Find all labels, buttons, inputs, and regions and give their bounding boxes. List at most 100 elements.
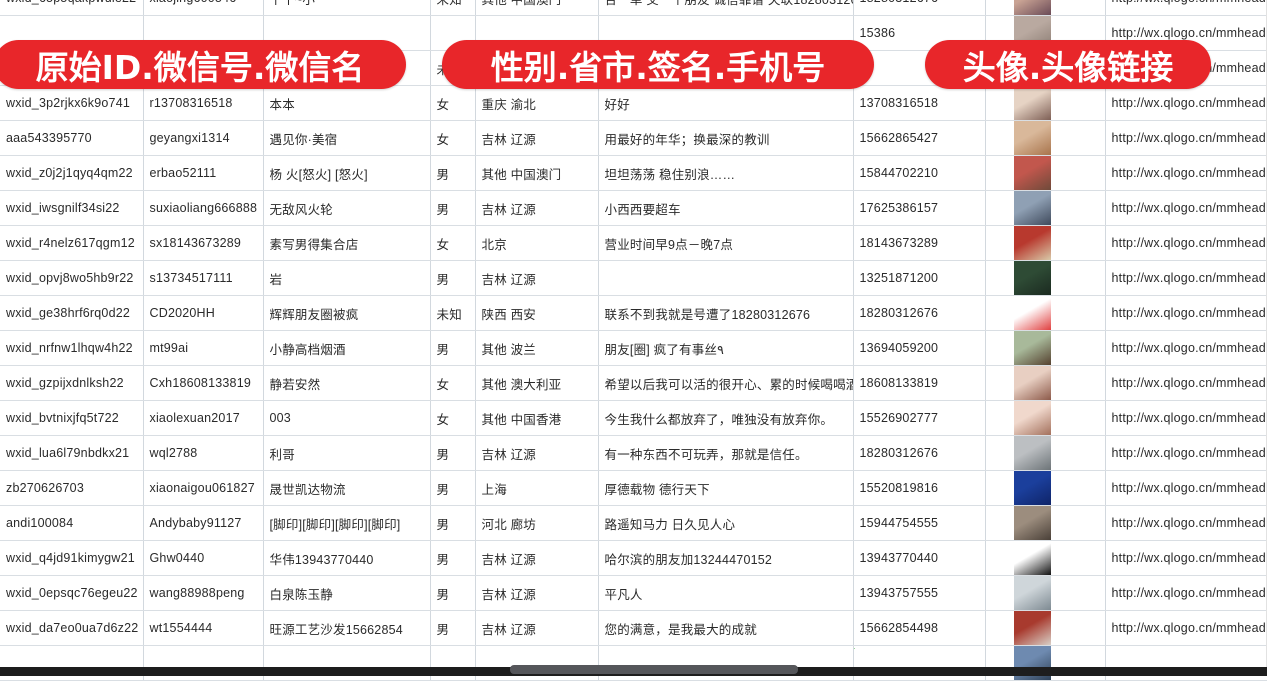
cell-gender[interactable]: 男	[430, 610, 476, 646]
cell-wechat_name[interactable]: 丫丫~小	[263, 0, 431, 16]
cell-phone[interactable]: 18280312676	[853, 435, 986, 471]
cell-phone[interactable]: 13708316518	[853, 85, 986, 121]
cell-wechat_id[interactable]: sx18143673289	[143, 225, 264, 261]
cell-avatar[interactable]	[985, 435, 1106, 471]
cell-region[interactable]: 吉林 辽源	[475, 610, 599, 646]
cell-phone[interactable]: 18608133819	[853, 365, 986, 401]
cell-region[interactable]: 吉林 辽源	[475, 260, 599, 296]
cell-wechat_id[interactable]: r13708316518	[143, 85, 264, 121]
cell-signature[interactable]	[598, 260, 854, 296]
cell-wechat_name[interactable]: 旺源工艺沙发15662854	[263, 610, 431, 646]
cell-region[interactable]: 陕西 西安	[475, 295, 599, 331]
horizontal-scrollbar-track[interactable]	[0, 665, 1267, 676]
cell-gender[interactable]: 女	[430, 85, 476, 121]
table-row[interactable]: zb270626703 xiaonaigou061827 晟世凯达物流男上海 厚德载物…	[0, 470, 1267, 506]
table-row[interactable]: andi100084 Andybaby91127 [脚印][脚印][脚印][脚印] 男…	[0, 505, 1267, 541]
cell-avatar-url[interactable]: http://wx.qlogo.cn/mmhead	[1105, 190, 1267, 226]
cell-wechat_id[interactable]: geyangxi1314	[143, 120, 264, 156]
cell-original_id[interactable]: wxid_bvtnixjfq5t722	[0, 400, 144, 436]
cell-gender[interactable]: 女	[430, 120, 476, 156]
table-row[interactable]: wxid_ge38hrf6rq0d22 CD2020HH 辉辉朋友圈被疯 未知 陕西 西…	[0, 295, 1267, 331]
cell-phone[interactable]: 15662865427	[853, 120, 986, 156]
cell-phone[interactable]: 13694059200	[853, 330, 986, 366]
cell-gender[interactable]: 男	[430, 155, 476, 191]
cell-region[interactable]: 其他 中国香港	[475, 400, 599, 436]
cell-avatar[interactable]	[985, 85, 1106, 121]
cell-region[interactable]: 其他 中国澳门	[475, 0, 599, 16]
cell-phone[interactable]: 17625386157	[853, 190, 986, 226]
cell-phone[interactable]: 15944754555	[853, 505, 986, 541]
cell-gender[interactable]: 男	[430, 575, 476, 611]
cell-wechat_id[interactable]: xiaojing600546	[143, 0, 264, 16]
cell-wechat_name[interactable]: 静若安然	[263, 365, 431, 401]
cell-avatar-url[interactable]: http://wx.qlogo.cn/mmhead	[1105, 0, 1267, 16]
cell-region[interactable]: 其他 中国澳门	[475, 155, 599, 191]
cell-avatar-url[interactable]: http://wx.qlogo.cn/mmhead	[1105, 260, 1267, 296]
cell-signature[interactable]: 哈尔滨的朋友加13244470152	[598, 540, 854, 576]
cell-avatar-url[interactable]: http://wx.qlogo.cn/mmhead	[1105, 155, 1267, 191]
cell-wechat_name[interactable]: 辉辉朋友圈被疯	[263, 295, 431, 331]
cell-avatar-url[interactable]: http://wx.qlogo.cn/mmhead	[1105, 610, 1267, 646]
cell-gender[interactable]: 女	[430, 225, 476, 261]
table-row[interactable]: wxid_0epsqc76egeu22 wang88988peng 白泉陈玉静男吉林…	[0, 575, 1267, 611]
cell-wechat_id[interactable]: Andybaby91127	[143, 505, 264, 541]
cell-original_id[interactable]: wxid_ge38hrf6rq0d22	[0, 295, 144, 331]
cell-gender[interactable]: 男	[430, 330, 476, 366]
cell-phone[interactable]: 13251871200	[853, 260, 986, 296]
cell-phone[interactable]: 18143673289	[853, 225, 986, 261]
cell-region[interactable]: 上海	[475, 470, 599, 506]
cell-avatar[interactable]	[985, 470, 1106, 506]
cell-avatar[interactable]	[985, 155, 1106, 191]
cell-avatar-url[interactable]: http://wx.qlogo.cn/mmhead	[1105, 540, 1267, 576]
cell-wechat_id[interactable]: Cxh18608133819	[143, 365, 264, 401]
cell-original_id[interactable]: andi100084	[0, 505, 144, 541]
cell-region[interactable]: 吉林 辽源	[475, 435, 599, 471]
cell-original_id[interactable]: wxid_iwsgnilf34si22	[0, 190, 144, 226]
cell-avatar-url[interactable]: http://wx.qlogo.cn/mmhead	[1105, 330, 1267, 366]
cell-gender[interactable]: 女	[430, 400, 476, 436]
cell-original_id[interactable]: aaa543395770	[0, 120, 144, 156]
cell-wechat_id[interactable]: Ghw0440	[143, 540, 264, 576]
cell-region[interactable]: 其他 波兰	[475, 330, 599, 366]
cell-region[interactable]: 北京	[475, 225, 599, 261]
horizontal-scrollbar-thumb[interactable]	[510, 665, 798, 674]
cell-avatar[interactable]	[985, 365, 1106, 401]
cell-original_id[interactable]: wxid_lua6l79nbdkx21	[0, 435, 144, 471]
cell-avatar-url[interactable]: http://wx.qlogo.cn/mmhead	[1105, 295, 1267, 331]
cell-avatar-url[interactable]: http://wx.qlogo.cn/mmhead	[1105, 435, 1267, 471]
cell-original_id[interactable]: wxid_r4nelz617qgm12	[0, 225, 144, 261]
table-row[interactable]: wxid_nrfnw1lhqw4h22 mt99ai 小静高档烟酒男其他 波兰 朋友[…	[0, 330, 1267, 366]
cell-wechat_name[interactable]: 本本	[263, 85, 431, 121]
cell-wechat_name[interactable]: 杨 火[怒火] [怒火]	[263, 155, 431, 191]
cell-original_id[interactable]: wxid_da7eo0ua7d6z22	[0, 610, 144, 646]
cell-avatar[interactable]	[985, 260, 1106, 296]
table-row[interactable]: wxid_3p2rjkx6k9o741 r13708316518 本本女重庆 渝北好…	[0, 85, 1267, 121]
cell-original_id[interactable]: wxid_z0j2j1qyq4qm22	[0, 155, 144, 191]
cell-avatar[interactable]	[985, 225, 1106, 261]
cell-signature[interactable]: 您的满意，是我最大的成就	[598, 610, 854, 646]
cell-phone[interactable]: 15844702210	[853, 155, 986, 191]
cell-phone[interactable]: 13943757555	[853, 575, 986, 611]
cell-wechat_id[interactable]: mt99ai	[143, 330, 264, 366]
cell-wechat_name[interactable]: 无敌风火轮	[263, 190, 431, 226]
cell-wechat_id[interactable]: suxiaoliang666888	[143, 190, 264, 226]
cell-region[interactable]: 重庆 渝北	[475, 85, 599, 121]
cell-avatar[interactable]	[985, 540, 1106, 576]
cell-gender[interactable]: 未知	[430, 295, 476, 331]
cell-region[interactable]: 吉林 辽源	[475, 120, 599, 156]
cell-signature[interactable]: 平凡人	[598, 575, 854, 611]
table-row[interactable]: aaa543395770 geyangxi1314 遇见你·美宿女吉林 辽源 用最好的…	[0, 120, 1267, 156]
cell-wechat_name[interactable]: 利哥	[263, 435, 431, 471]
cell-region[interactable]: 吉林 辽源	[475, 575, 599, 611]
table-row[interactable]: wxid_r4nelz617qgm12 sx18143673289 素写男得集合店女…	[0, 225, 1267, 261]
table-row[interactable]: wxid_da7eo0ua7d6z22 wt1554444 旺源工艺沙发156628…	[0, 610, 1267, 646]
cell-gender[interactable]: 男	[430, 435, 476, 471]
cell-wechat_id[interactable]: erbao52111	[143, 155, 264, 191]
cell-wechat_name[interactable]: 岩	[263, 260, 431, 296]
table-row[interactable]: wxid_q4jd91kimygw21 Ghw0440 华伟13943770440 男…	[0, 540, 1267, 576]
cell-gender[interactable]: 男	[430, 470, 476, 506]
cell-wechat_id[interactable]: wt1554444	[143, 610, 264, 646]
cell-wechat_id[interactable]: wang88988peng	[143, 575, 264, 611]
cell-avatar[interactable]	[985, 505, 1106, 541]
